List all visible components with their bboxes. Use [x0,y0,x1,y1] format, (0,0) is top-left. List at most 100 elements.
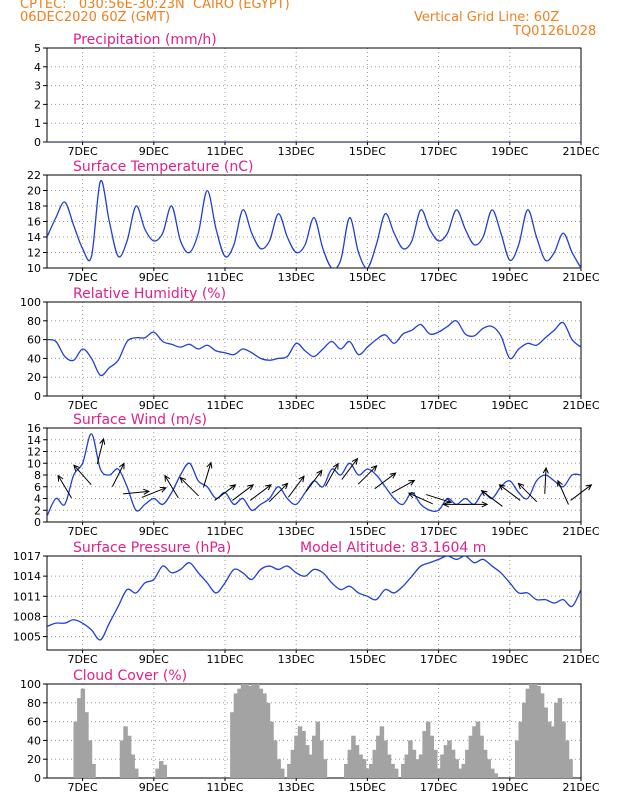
relative-humidity-ytick-label: 20 [27,371,41,384]
cloud-cover-bar [230,712,235,778]
cloud-cover-title: Cloud Cover (%) [73,668,187,684]
cloud-cover-bar [539,693,545,778]
cloud-cover-bar [465,749,470,778]
surface-pressure-panel: 1005 1008 1011 1014 1017 7DEC 9DEC 11DEC 13DEC 15… [13,540,600,666]
cloud-cover-bar [490,768,495,778]
cloud-cover-bar [429,735,434,778]
relative-humidity-plot-area [47,319,581,377]
cloud-cover-bar [87,740,93,778]
cloud-cover-bar [415,759,420,778]
wind-arrow [544,467,547,494]
surface-temperature-xtick-label: 19DEC [491,271,528,284]
cloud-cover-bar [436,768,442,778]
surface-pressure-ytick-label: 1017 [13,550,41,563]
surface-wind-ytick-label: 14 [27,434,41,447]
wind-arrow-head [481,501,489,508]
wind-arrow-head [542,466,549,474]
wind-arrow-head [351,457,359,465]
cloud-cover-xtick-label: 11DEC [206,781,243,794]
header-station: CPTEC: 030:56E-30:23N CAIRO (EGYPT) [20,0,290,12]
wind-arrow [287,476,305,498]
cloud-cover-bar [351,735,356,778]
wind-arrow-head [408,479,416,486]
cloud-cover-bar [358,754,363,778]
wind-arrow [232,484,254,501]
precipitation-panel: 0 1 2 3 4 5 7DEC 9DEC 11DEC 13DEC 15DEC 17DEC 19DEC 2… [34,32,600,158]
wind-arrow-head [316,469,323,477]
precipitation-xtick-label: 19DEC [491,145,528,158]
relative-humidity-title: Relative Humidity (%) [73,286,226,302]
cloud-cover-bar [450,749,456,778]
wind-arrow-head [73,464,80,472]
wind-arrow-head [229,484,237,491]
precipitation-ytick-label: 0 [34,136,41,149]
cloud-cover-bar [393,768,399,778]
surface-temperature-title: Surface Temperature (nC) [73,159,254,175]
relative-humidity-ytick-label: 0 [34,390,41,403]
cloud-cover-ytick-label: 80 [27,697,41,710]
cloud-cover-bar [312,735,317,778]
surface-pressure-ytick-label: 1008 [13,610,41,623]
surface-temperature-ytick-label: 12 [27,247,41,260]
wind-arrow-head [480,490,488,497]
cloud-cover-bar [404,754,410,778]
surface-temperature-xtick-label: 21DEC [562,271,599,284]
cloud-cover-bar [262,693,267,778]
cloud-cover-bar [304,745,310,778]
cloud-cover-bar [365,768,370,778]
surface-pressure-xtick-label: 11DEC [206,653,243,666]
cloud-cover-plot-area [73,684,573,778]
cloud-cover-bar [233,693,239,778]
precipitation-ytick-label: 4 [34,61,41,74]
cloud-cover-bar [308,754,313,778]
precipitation-frame [46,47,582,143]
wind-arrow [111,463,125,487]
precipitation-title: Precipitation (mm/h) [73,32,217,48]
relative-humidity-xtick-label: 19DEC [491,399,528,412]
surface-wind-ytick-label: 8 [34,469,41,482]
surface-pressure-xtick-label: 9DEC [139,653,169,666]
surface-pressure-ytick-label: 1005 [13,631,41,644]
surface-wind-ytick-label: 4 [34,493,41,506]
cloud-cover-bar [550,726,556,778]
cloud-cover-bar [383,740,388,778]
cloud-cover-bar [265,702,271,778]
precipitation-xtick-label: 9DEC [139,145,169,158]
surface-wind-title: Surface Wind (m/s) [73,412,207,428]
surface-wind-wind-arrows [57,437,593,508]
cloud-cover-bar [468,735,474,778]
cloud-cover-bar [119,740,125,778]
cloud-cover-bar [472,726,477,778]
surface-temperature-ytick-label: 20 [27,185,41,198]
wind-arrow [268,483,288,503]
surface-temperature-ytick-label: 14 [27,231,41,244]
surface-pressure-xtick-label: 17DEC [420,653,457,666]
wind-arrow [202,462,212,488]
cloud-cover-ytick-label: 100 [20,678,41,691]
relative-humidity-xtick-label: 15DEC [349,399,386,412]
cloud-cover-ytick-label: 20 [27,753,41,766]
cloud-cover-bar [411,749,417,778]
precipitation-xtick-label: 17DEC [420,145,457,158]
surface-temperature-ytick-label: 22 [27,169,41,182]
wind-arrow-head [332,462,339,470]
cloud-cover-bar [386,754,392,778]
surface-wind-xtick-label: 7DEC [68,525,98,538]
cloud-cover-bar [433,749,438,778]
wind-arrow-head [164,474,171,482]
relative-humidity-xtick-label: 21DEC [562,399,599,412]
cloud-cover-bar [486,759,491,778]
surface-temperature-xtick-label: 17DEC [420,271,457,284]
surface-pressure-title: Surface Pressure (hPa) [73,540,231,556]
cloud-cover-xtick-label: 9DEC [139,781,169,794]
precipitation-ytick-label: 1 [34,117,41,130]
header-model: TQ0126L028 [513,24,597,39]
wind-arrow-head [206,461,213,469]
cloud-cover-panel: 0 20 40 60 80 100 7DEC 9DEC 11DEC 13DEC 15DEC 17DEC… [20,668,600,794]
precipitation-xtick-label: 7DEC [68,145,98,158]
wind-arrow-head [517,482,525,490]
surface-wind-xtick-label: 21DEC [562,525,599,538]
precipitation-ytick-label: 5 [34,42,41,55]
cloud-cover-bar [376,735,381,778]
